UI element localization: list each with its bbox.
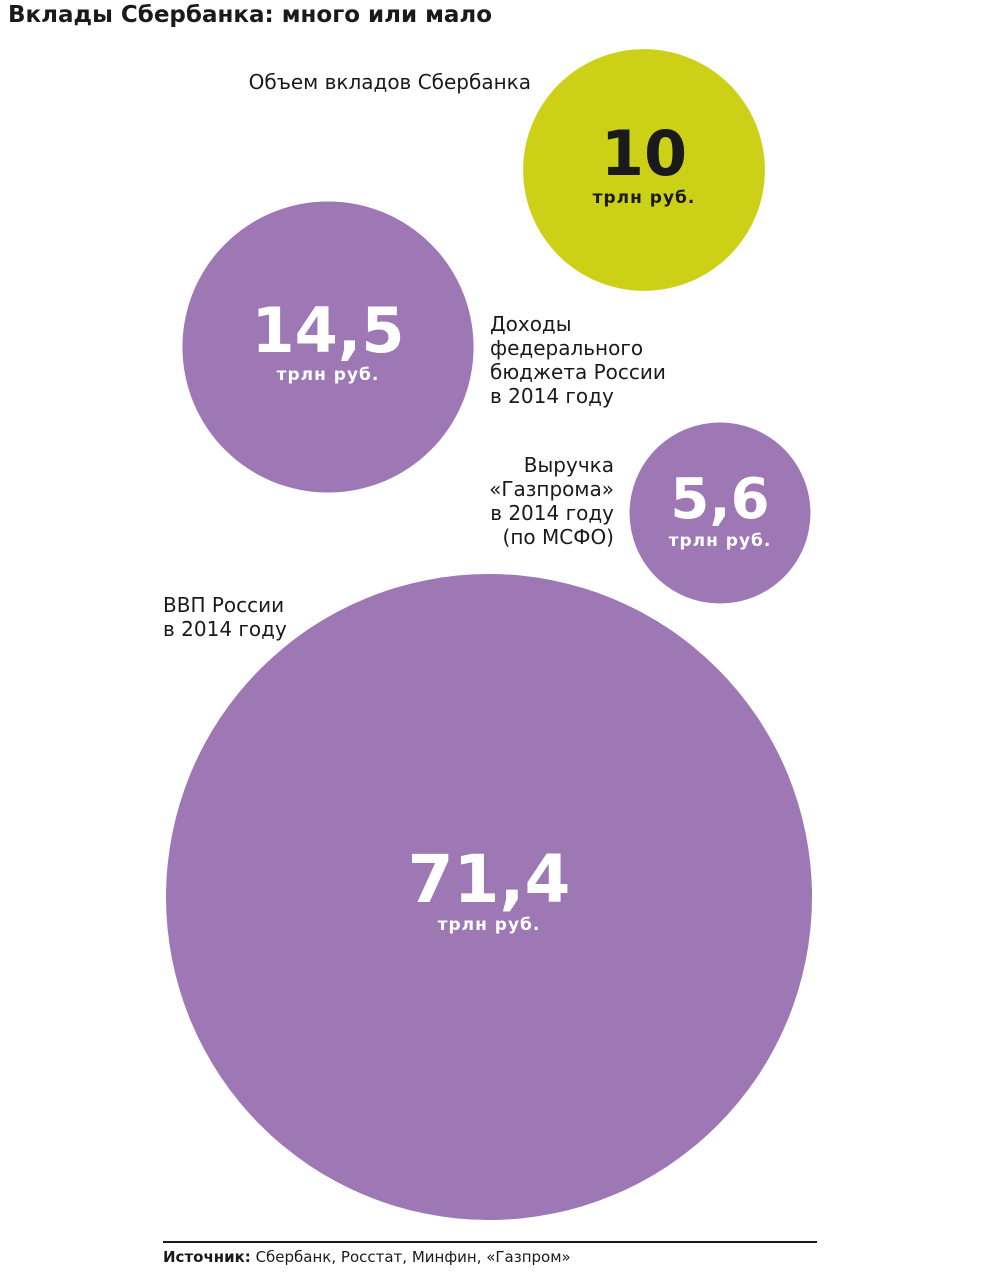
value-label: 71,4 (408, 841, 571, 918)
bubble-label: Доходы федерального бюджета России в 201… (490, 312, 666, 408)
chart-title: Вклады Сбербанка: много или мало (8, 2, 493, 28)
value-label: 14,5 (252, 294, 405, 367)
unit-label: трлн руб. (669, 531, 772, 551)
bubble (629, 422, 811, 604)
bubble (182, 201, 474, 493)
bubble-label: Объем вкладов Сбербанка (248, 70, 531, 94)
unit-label: трлн руб. (438, 915, 541, 935)
value-label: 5,6 (670, 467, 769, 532)
value-label: 10 (601, 117, 687, 190)
source-label: Источник: (163, 1248, 251, 1266)
unit-label: трлн руб. (277, 365, 380, 385)
unit-label: трлн руб. (593, 188, 696, 208)
bubble (523, 49, 765, 291)
source-text: Сбербанк, Росстат, Минфин, «Газпром» (255, 1248, 571, 1266)
bubble-label: ВВП России в 2014 году (163, 593, 287, 641)
bubble (166, 574, 812, 1220)
bubble-label: Выручка «Газпрома» в 2014 году (по МСФО) (489, 453, 614, 549)
source: Источник: Сбербанк, Росстат, Минфин, «Га… (163, 1248, 571, 1266)
